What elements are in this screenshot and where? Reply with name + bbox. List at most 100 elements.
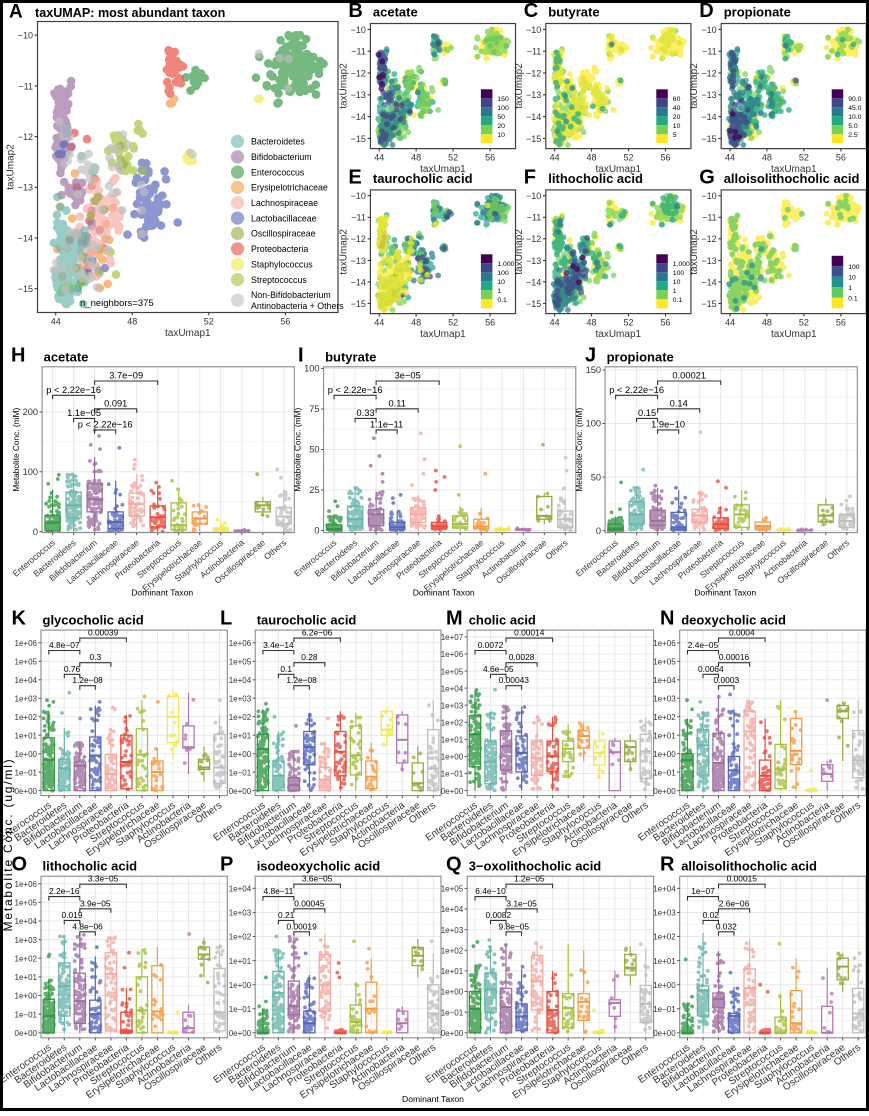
svg-text:56: 56 (836, 153, 846, 163)
svg-text:9.8e−05: 9.8e−05 (499, 921, 530, 931)
svg-text:1e−01: 1e−01 (229, 1005, 252, 1014)
svg-text:44: 44 (550, 318, 560, 328)
svg-text:−13: −13 (526, 256, 541, 266)
svg-text:0.00039: 0.00039 (88, 628, 119, 638)
svg-text:0.00021: 0.00021 (672, 371, 706, 381)
svg-text:25: 25 (309, 485, 319, 495)
svg-text:1e+01: 1e+01 (441, 736, 464, 745)
svg-text:48: 48 (411, 153, 421, 163)
svg-text:1e+02: 1e+02 (653, 933, 676, 942)
svg-text:0.1: 0.1 (848, 295, 858, 302)
svg-text:H: H (11, 344, 25, 366)
svg-text:Lachnospiraceae: Lachnospiraceae (251, 198, 318, 208)
svg-text:taxUmap2: taxUmap2 (689, 63, 700, 109)
svg-text:2.5: 2.5 (848, 132, 858, 139)
svg-text:1e+00: 1e+00 (441, 988, 464, 997)
svg-text:100: 100 (673, 270, 685, 277)
svg-text:deoxycholic acid: deoxycholic acid (681, 613, 786, 628)
svg-text:1e+03: 1e+03 (15, 694, 38, 703)
svg-text:1: 1 (497, 288, 501, 295)
svg-text:1e+03: 1e+03 (229, 694, 252, 703)
svg-text:20: 20 (673, 114, 681, 121)
svg-text:−12: −12 (18, 132, 33, 142)
svg-text:90.0: 90.0 (848, 96, 861, 103)
svg-text:1e+02: 1e+02 (441, 947, 464, 956)
svg-text:butyrate: butyrate (325, 349, 376, 364)
svg-text:D: D (699, 0, 713, 22)
svg-text:−13: −13 (18, 183, 33, 193)
svg-text:0.00045: 0.00045 (294, 898, 325, 908)
svg-text:0.00016: 0.00016 (719, 652, 750, 662)
svg-text:propionate: propionate (724, 5, 791, 20)
svg-text:44: 44 (550, 153, 560, 163)
svg-text:1: 1 (848, 285, 852, 292)
svg-text:−15: −15 (701, 134, 716, 144)
svg-text:52: 52 (799, 318, 809, 328)
svg-text:56: 56 (280, 317, 290, 327)
svg-text:52: 52 (799, 153, 809, 163)
svg-text:taxUmap2: taxUmap2 (338, 229, 349, 275)
svg-text:alloisolithocholic acid: alloisolithocholic acid (681, 859, 817, 874)
svg-text:−14: −14 (351, 277, 366, 287)
svg-text:52: 52 (623, 318, 633, 328)
svg-text:taxUmap1: taxUmap1 (420, 164, 466, 175)
svg-text:3.4e−14: 3.4e−14 (263, 640, 294, 650)
svg-text:−15: −15 (18, 284, 33, 294)
svg-text:6.4e−10: 6.4e−10 (475, 886, 506, 896)
svg-text:10: 10 (497, 279, 505, 286)
svg-text:Non-Bifidobacterium: Non-Bifidobacterium (251, 290, 331, 300)
svg-text:−13: −13 (701, 256, 716, 266)
svg-text:−11: −11 (351, 213, 366, 223)
svg-text:1e+01: 1e+01 (441, 967, 464, 976)
svg-text:Dominant Taxon: Dominant Taxon (131, 588, 193, 598)
svg-text:1e−01: 1e−01 (441, 770, 464, 779)
svg-text:45.0: 45.0 (848, 105, 861, 112)
svg-text:L: L (220, 608, 232, 630)
svg-text:Streptococcus: Streptococcus (251, 275, 307, 285)
svg-text:0.0064: 0.0064 (698, 664, 724, 674)
svg-text:Proteobacteria: Proteobacteria (251, 244, 308, 254)
svg-text:4.6e−05: 4.6e−05 (483, 664, 514, 674)
svg-text:taxUmap2: taxUmap2 (514, 229, 525, 275)
svg-text:5: 5 (673, 132, 677, 139)
svg-text:5.0: 5.0 (848, 123, 858, 130)
svg-text:Dominant Taxon: Dominant Taxon (694, 588, 756, 598)
svg-text:1e+04: 1e+04 (229, 885, 252, 894)
svg-text:taxUmap2: taxUmap2 (514, 63, 525, 109)
svg-text:−11: −11 (18, 81, 33, 91)
svg-text:10: 10 (673, 279, 681, 286)
svg-text:20: 20 (497, 123, 505, 130)
svg-text:0e+00: 0e+00 (441, 1029, 464, 1038)
svg-text:0e+00: 0e+00 (229, 1029, 252, 1038)
svg-text:100: 100 (848, 264, 860, 271)
svg-text:lithocholic acid: lithocholic acid (43, 859, 138, 874)
svg-text:Erysipelotrichaceae: Erysipelotrichaceae (251, 183, 328, 193)
svg-text:−10: −10 (701, 25, 716, 35)
svg-text:0.1: 0.1 (280, 664, 292, 674)
svg-text:1e+05: 1e+05 (653, 658, 676, 667)
svg-text:Enterococcus: Enterococcus (251, 167, 305, 177)
svg-text:1e+05: 1e+05 (441, 885, 464, 894)
svg-text:150: 150 (497, 96, 509, 103)
svg-text:−15: −15 (526, 299, 541, 309)
svg-text:R: R (660, 854, 675, 876)
svg-text:1e−07: 1e−07 (691, 886, 715, 896)
svg-text:−12: −12 (701, 68, 716, 78)
svg-text:0.33: 0.33 (357, 408, 375, 418)
svg-text:2.4e−05: 2.4e−05 (688, 640, 719, 650)
svg-text:48: 48 (127, 317, 137, 327)
svg-text:−12: −12 (701, 234, 716, 244)
svg-text:0e+00: 0e+00 (229, 787, 252, 796)
svg-text:1e−01: 1e−01 (15, 768, 38, 777)
svg-text:taxUmap2: taxUmap2 (6, 144, 17, 190)
svg-text:52: 52 (448, 153, 458, 163)
svg-text:F: F (524, 166, 536, 188)
svg-text:p < 2.22e−16: p < 2.22e−16 (46, 385, 101, 395)
svg-text:1e+02: 1e+02 (653, 713, 676, 722)
svg-text:1e+02: 1e+02 (229, 713, 252, 722)
svg-text:10: 10 (497, 132, 505, 139)
svg-text:Metabolite Conc. (ug/ml): Metabolite Conc. (ug/ml) (1, 758, 15, 932)
svg-text:100: 100 (586, 419, 602, 429)
svg-text:0.032: 0.032 (716, 921, 737, 931)
svg-text:1e+04: 1e+04 (441, 684, 464, 693)
